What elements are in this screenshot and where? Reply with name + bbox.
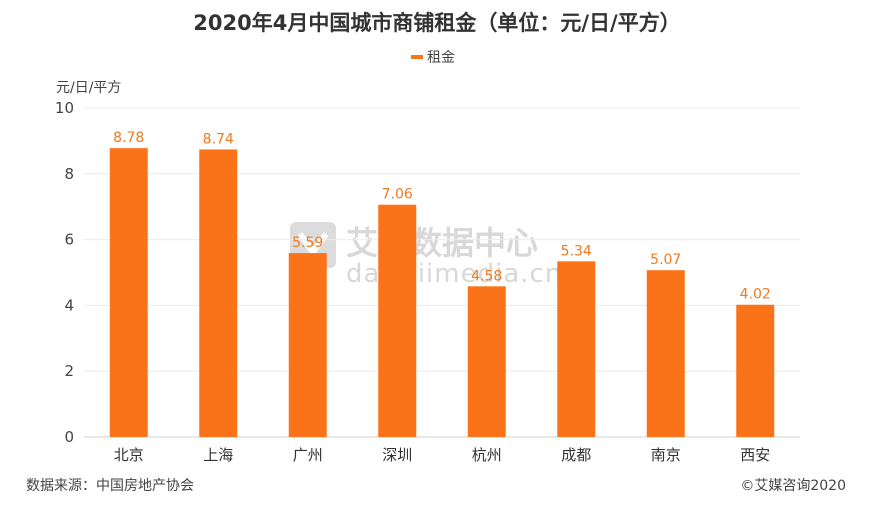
- data-label: 7.06: [382, 187, 413, 203]
- y-tick-label: 8: [64, 165, 74, 183]
- bars: 8.78 8.74 5.59 7.06 4.58 5.34 5.07 4.02: [109, 130, 775, 438]
- chart-title: 2020年4月中国城市商铺租金（单位：元/日/平方）: [193, 11, 680, 35]
- y-axis-unit-label: 元/日/平方: [56, 80, 121, 96]
- bar[interactable]: [646, 270, 685, 437]
- data-label: 4.02: [740, 287, 771, 303]
- bar[interactable]: [199, 149, 238, 438]
- bar[interactable]: [557, 261, 596, 437]
- legend-label: 租金: [427, 50, 455, 66]
- data-label: 4.58: [471, 268, 502, 284]
- x-tick-label: 西安: [740, 446, 770, 464]
- x-tick-label: 广州: [293, 446, 323, 464]
- y-tick-label: 6: [64, 231, 74, 249]
- x-tick-label: 南京: [651, 446, 681, 464]
- x-tick-label: 北京: [114, 446, 144, 464]
- data-label: 5.34: [561, 243, 592, 259]
- data-label: 8.74: [203, 131, 234, 147]
- bar[interactable]: [288, 253, 327, 437]
- y-tick-label: 10: [55, 99, 74, 117]
- data-label: 8.78: [113, 130, 144, 146]
- source-note: 数据来源：中国房地产协会: [26, 478, 194, 494]
- legend[interactable]: 租金: [411, 50, 455, 66]
- bar[interactable]: [378, 204, 417, 437]
- x-tick-label: 杭州: [472, 446, 502, 464]
- y-tick-label: 0: [64, 428, 74, 446]
- y-axis: 0 2 4 6 8 10: [55, 99, 800, 446]
- y-tick-label: 2: [64, 362, 74, 380]
- y-tick-label: 4: [64, 296, 74, 314]
- bar[interactable]: [736, 304, 775, 437]
- legend-swatch: [411, 55, 423, 59]
- x-tick-label: 上海: [203, 446, 233, 464]
- x-tick-label: 深圳: [382, 446, 412, 464]
- copyright-note: ©艾媒咨询2020: [740, 478, 846, 494]
- data-label: 5.07: [650, 252, 681, 268]
- data-label: 5.59: [292, 235, 323, 251]
- bar[interactable]: [467, 286, 506, 437]
- x-tick-label: 成都: [561, 446, 591, 464]
- grid: [84, 107, 800, 372]
- bar[interactable]: [109, 148, 148, 437]
- watermark: 艾媒数据中心 data.iimedia.cn: [290, 222, 561, 289]
- watermark-text-cn: 艾媒数据中心: [346, 224, 538, 262]
- x-axis: 北京 上海 广州 深圳 杭州 成都 南京 西安: [114, 446, 771, 464]
